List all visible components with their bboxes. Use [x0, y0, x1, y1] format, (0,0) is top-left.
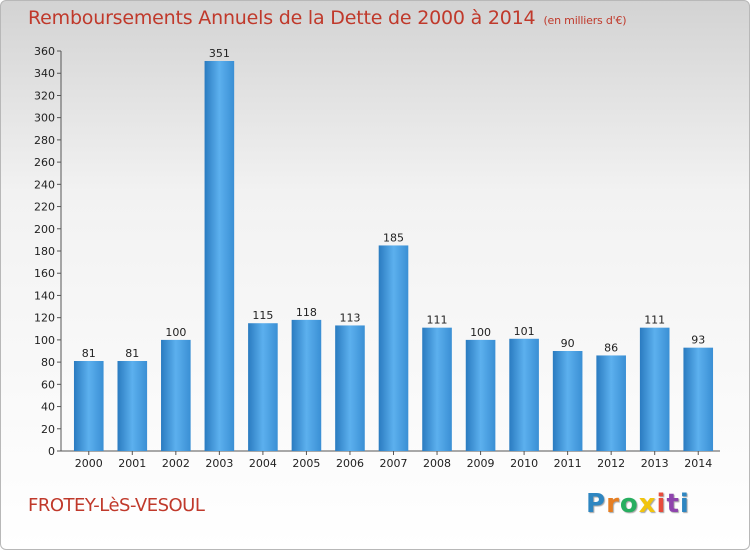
bar-value-label: 101	[514, 325, 535, 338]
bar	[552, 351, 583, 451]
logo-letter: i	[679, 489, 690, 519]
logo-letter: t	[666, 489, 680, 519]
logo-letter: o	[619, 489, 639, 519]
bar	[73, 361, 104, 451]
x-tick-label: 2002	[162, 457, 190, 470]
y-tick-label: 180	[34, 245, 55, 258]
x-tick-label: 2000	[75, 457, 103, 470]
y-tick-label: 280	[34, 134, 55, 147]
bar-value-label: 100	[165, 326, 186, 339]
y-tick-label: 360	[34, 45, 55, 58]
y-tick-label: 60	[41, 378, 55, 391]
y-tick-label: 160	[34, 267, 55, 280]
logo-letter: x	[638, 489, 657, 519]
x-tick-label: 2005	[292, 457, 320, 470]
bar-value-label: 81	[82, 347, 96, 360]
bar	[248, 323, 278, 451]
bar	[639, 327, 670, 451]
logo-letter: P	[586, 489, 607, 519]
chart-subtitle: (en milliers d'€)	[543, 14, 627, 27]
bar	[683, 347, 714, 451]
bar-value-label: 93	[691, 334, 705, 347]
x-tick-label: 2009	[467, 457, 495, 470]
y-tick-label: 80	[41, 356, 55, 369]
bar-value-label: 185	[383, 231, 404, 244]
x-tick-label: 2006	[336, 457, 364, 470]
bar	[117, 361, 148, 451]
bar-value-label: 351	[209, 47, 230, 60]
bar	[378, 245, 409, 451]
bar	[422, 327, 452, 451]
y-tick-label: 20	[41, 423, 55, 436]
chart-title-text: Remboursements Annuels de la Dette de 20…	[28, 7, 536, 29]
x-tick-label: 2014	[684, 457, 712, 470]
chart-title: Remboursements Annuels de la Dette de 20…	[28, 7, 627, 29]
bar	[335, 325, 365, 451]
bar-value-label: 118	[296, 306, 317, 319]
y-tick-label: 320	[34, 89, 55, 102]
bar-value-label: 81	[125, 347, 139, 360]
bar-value-label: 86	[604, 341, 618, 354]
bar-value-label: 115	[252, 309, 273, 322]
bar	[596, 355, 626, 451]
bar-value-label: 100	[470, 326, 491, 339]
y-tick-label: 240	[34, 178, 55, 191]
bar	[204, 61, 235, 451]
logo-letter: i	[656, 489, 667, 519]
bar-value-label: 111	[644, 314, 665, 327]
x-tick-label: 2007	[380, 457, 408, 470]
x-tick-label: 2013	[641, 457, 669, 470]
y-tick-label: 140	[34, 289, 55, 302]
logo-letter: r	[606, 489, 620, 519]
y-tick-label: 260	[34, 156, 55, 169]
y-tick-label: 300	[34, 112, 55, 125]
y-tick-label: 100	[34, 334, 55, 347]
x-tick-label: 2001	[118, 457, 146, 470]
y-tick-label: 40	[41, 401, 55, 414]
bar-value-label: 113	[339, 311, 360, 324]
proxiti-logo: Proxiti	[586, 489, 690, 519]
x-tick-label: 2008	[423, 457, 451, 470]
commune-name: FROTEY-LèS-VESOUL	[28, 495, 205, 516]
bar	[161, 339, 191, 451]
bar-value-label: 111	[427, 314, 448, 327]
x-tick-label: 2004	[249, 457, 277, 470]
y-tick-label: 0	[48, 445, 55, 458]
bar	[465, 339, 496, 451]
bar	[509, 338, 539, 451]
x-tick-label: 2012	[597, 457, 625, 470]
bar-value-label: 90	[561, 337, 575, 350]
bar	[291, 319, 322, 451]
x-tick-label: 2011	[554, 457, 582, 470]
y-tick-label: 220	[34, 201, 55, 214]
x-tick-label: 2010	[510, 457, 538, 470]
y-tick-label: 200	[34, 223, 55, 236]
y-tick-label: 340	[34, 67, 55, 80]
y-tick-label: 120	[34, 312, 55, 325]
x-tick-label: 2003	[205, 457, 233, 470]
